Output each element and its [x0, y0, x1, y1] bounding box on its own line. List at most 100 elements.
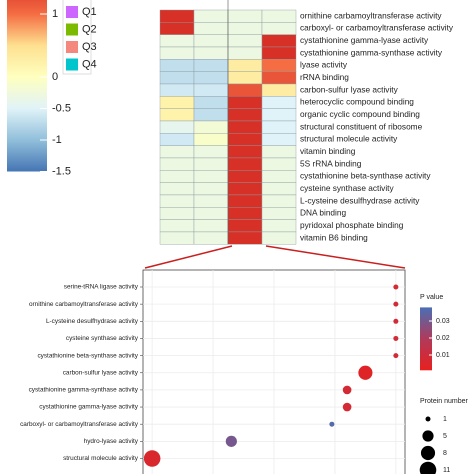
heatmap-cell	[227, 182, 263, 196]
heatmap-cell	[159, 219, 195, 233]
dot	[143, 450, 161, 467]
heatmap-cell	[227, 34, 263, 48]
heatmap-cell	[227, 207, 263, 220]
heatmap-cell	[227, 157, 263, 171]
y-tick-label: cysteine synthase activity	[66, 335, 139, 342]
legend-label: Q2	[82, 23, 97, 35]
connector	[265, 245, 406, 269]
heatmap-cell	[159, 157, 195, 171]
heatmap-cell	[227, 120, 263, 134]
heatmap-cell	[193, 9, 229, 23]
colorbar-label: 0	[52, 71, 58, 83]
heatmap-cell	[261, 46, 297, 60]
size-legend-label: 1	[443, 416, 447, 423]
heatmap-cell	[227, 170, 263, 183]
heatmap-cell	[227, 59, 263, 72]
heatmap-cell	[227, 71, 263, 85]
legend-label: Q4	[82, 58, 97, 70]
row-label: carbon-sulfur lyase activity	[300, 84, 399, 94]
heatmap-cell	[193, 219, 229, 233]
heatmap-cell	[159, 83, 195, 97]
row-label: cysteine synthase activity	[300, 183, 394, 193]
y-tick-label: cystathionine gamma-synthase activity	[29, 387, 139, 394]
dot	[358, 365, 373, 380]
heatmap-cell	[227, 145, 263, 159]
heatmap-cell	[159, 120, 195, 134]
heatmap-cell	[159, 96, 195, 109]
heatmap-cell	[159, 133, 195, 146]
heatmap-cell	[227, 9, 263, 23]
legend-swatch	[66, 41, 78, 53]
heatmap-cell	[261, 157, 297, 171]
row-label: lyase activity	[300, 60, 348, 70]
dot	[393, 353, 399, 359]
dot	[393, 318, 399, 324]
heatmap-cell	[159, 71, 195, 85]
size-legend-dot	[419, 461, 437, 474]
color-legend-title: P value	[420, 294, 443, 301]
heatmap-cell	[261, 9, 297, 23]
size-legend-dot	[425, 416, 431, 422]
heatmap-cell	[193, 170, 229, 183]
heatmap-cell	[261, 59, 297, 72]
size-legend-label: 5	[443, 433, 447, 440]
dot	[393, 301, 399, 307]
legend-label: Q1	[82, 6, 97, 18]
row-label: carboxyl- or carbamoyltransferase activi…	[300, 23, 454, 33]
heatmap-cell	[193, 71, 229, 85]
row-label: cystathionine gamma-synthase activity	[300, 47, 443, 57]
colorbar-label: 0.03	[436, 318, 450, 325]
colorbar-label: 0.02	[436, 335, 450, 342]
y-tick-label: hydro-lyase activity	[84, 438, 139, 445]
heatmap-cell	[261, 170, 297, 183]
heatmap-cell	[159, 145, 195, 159]
heatmap-cell	[159, 194, 195, 208]
heatmap-cell	[193, 120, 229, 134]
row-label: 5S rRNA binding	[300, 158, 362, 168]
heatmap-cell	[159, 34, 195, 48]
heatmap-cell	[159, 59, 195, 72]
heatmap-cell	[261, 145, 297, 159]
row-label: organic cyclic compound binding	[300, 109, 420, 119]
y-tick-label: carbon-sulfur lyase activity	[63, 369, 139, 376]
heatmap-cell	[227, 83, 263, 97]
legend-swatch	[66, 58, 78, 71]
dot	[342, 385, 352, 395]
colorbar-label: 1	[52, 8, 58, 20]
heatmap-cell	[261, 207, 297, 220]
heatmap-cell	[193, 231, 229, 245]
size-legend-dot	[420, 445, 436, 461]
heatmap-cell	[193, 194, 229, 208]
heatmap-cell	[193, 34, 229, 48]
heatmap-cell	[193, 83, 229, 97]
heatmap-cell	[193, 207, 229, 220]
legend-swatch	[66, 23, 78, 36]
heatmap-cell	[227, 96, 263, 109]
dot	[225, 435, 237, 447]
colorbar-label: -1	[52, 134, 62, 146]
row-label: pyridoxal phosphate binding	[300, 220, 404, 230]
heatmap-cell	[227, 22, 263, 35]
legend-swatch	[66, 6, 78, 18]
heatmap-cell	[227, 194, 263, 208]
heatmap-cell	[159, 170, 195, 183]
heatmap-cell	[261, 133, 297, 146]
colorbar-label: -1.5	[52, 165, 71, 177]
heatmap-cell	[159, 108, 195, 122]
y-tick-label: cystathionine gamma-lyase activity	[39, 404, 139, 411]
heatmap-cell	[227, 219, 263, 233]
heatmap-cell	[261, 96, 297, 109]
heatmap-cell	[261, 219, 297, 233]
dot	[393, 284, 399, 290]
heatmap-cell	[261, 71, 297, 85]
y-tick-label: ornithine carbamoyltransferase activity	[29, 301, 139, 308]
row-label: heterocyclic compound binding	[300, 97, 414, 107]
colorbar-label: -0.5	[52, 102, 71, 114]
colorbar	[7, 0, 47, 172]
heatmap-cell	[261, 108, 297, 122]
y-tick-label: structural molecule activity	[63, 455, 139, 462]
heatmap-cell	[261, 182, 297, 196]
size-legend-label: 8	[443, 450, 447, 457]
row-label: cystathionine beta-synthase activity	[300, 171, 431, 181]
